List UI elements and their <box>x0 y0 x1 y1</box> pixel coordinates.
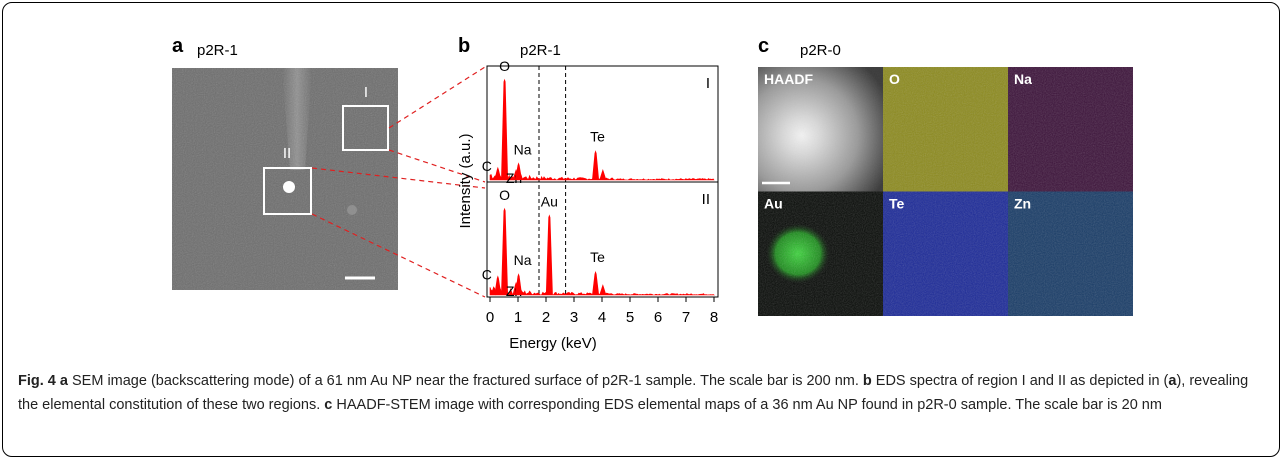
panel-letter: c <box>758 35 769 57</box>
peak-label: Te <box>590 249 605 265</box>
region-box <box>263 167 312 215</box>
series-label: II <box>702 191 710 208</box>
map-noise <box>758 191 883 316</box>
map-noise <box>883 191 1008 316</box>
au-particle <box>283 181 295 193</box>
sample-label: p2R-0 <box>800 42 841 59</box>
peak-label: Au <box>541 193 558 209</box>
x-tick-label: 3 <box>570 309 578 326</box>
spectrum-peak <box>494 166 502 180</box>
map-noise <box>1008 191 1133 316</box>
x-axis-label: Energy (keV) <box>509 335 597 352</box>
peak-label: C <box>482 266 492 282</box>
x-tick-label: 2 <box>542 309 550 326</box>
caption-segment: SEM image (backscattering mode) of a 61 … <box>67 373 863 389</box>
map-noise <box>883 67 1008 192</box>
region-label: II <box>283 145 291 162</box>
spectrum-peak <box>501 78 509 180</box>
x-tick-label: 5 <box>626 309 634 326</box>
spectrum-peak <box>494 275 502 295</box>
faint-particle <box>347 205 357 215</box>
panel-letter: a <box>172 35 184 57</box>
spectrum-peak <box>592 271 600 295</box>
spectrum-peak <box>592 150 600 180</box>
peak-label: O <box>499 187 510 203</box>
spectrum-peak <box>515 273 523 295</box>
spectrum-peak <box>599 284 607 295</box>
x-tick-label: 0 <box>486 309 494 326</box>
peak-label: O <box>499 58 510 74</box>
y-axis-label: Intensity (a.u.) <box>457 133 474 228</box>
map-label: Te <box>889 196 905 212</box>
caption-segment: HAADF-STEM image with corresponding EDS … <box>332 397 1162 413</box>
map-label: Zn <box>1014 196 1031 212</box>
caption-segment: c <box>324 397 333 413</box>
sample-label: p2R-1 <box>197 42 238 59</box>
panel-letter: b <box>458 35 470 57</box>
spectrum-peak <box>545 214 553 295</box>
spectrum-peak <box>599 169 607 180</box>
figure: a p2R-1 I II b p2R-1 Energy (keV) Intens… <box>172 35 1133 352</box>
peak-label: Na <box>514 141 532 157</box>
peak-label: Te <box>590 128 605 144</box>
map-label: Au <box>764 196 783 212</box>
x-tick-label: 7 <box>682 309 690 326</box>
caption-segment: ), revealing the elemental constitution … <box>18 373 1253 413</box>
peak-label: Na <box>514 252 532 268</box>
sample-label: p2R-1 <box>520 42 561 59</box>
map-label: HAADF <box>764 71 813 87</box>
peak-label: C <box>482 158 492 174</box>
region-box <box>342 105 389 151</box>
map-label: Na <box>1014 71 1032 87</box>
spectrum-peak <box>501 207 509 295</box>
x-tick-label: 4 <box>598 309 606 326</box>
x-tick-label: 6 <box>654 309 662 326</box>
caption-segment: b <box>862 373 872 389</box>
connector-lines <box>311 66 486 298</box>
x-tick-label: 1 <box>514 309 522 326</box>
map-label: O <box>889 71 900 87</box>
caption-segment: EDS spectra of region I and II as depict… <box>871 373 1169 389</box>
x-tick-label: 8 <box>710 309 718 326</box>
series-label: I <box>706 75 710 92</box>
map-noise <box>1008 67 1133 192</box>
region-label: I <box>364 84 368 101</box>
map-noise <box>758 67 883 192</box>
sem-streak <box>282 68 312 170</box>
spectrum-peak <box>515 162 523 180</box>
caption-segment: a <box>1168 373 1177 389</box>
figure-caption: Fig. 4 a SEM image (backscattering mode)… <box>18 369 1268 417</box>
eds-maps: HAADF O Na Au Te Zn <box>758 67 1133 316</box>
caption-segment: Fig. 4 a <box>18 373 68 389</box>
